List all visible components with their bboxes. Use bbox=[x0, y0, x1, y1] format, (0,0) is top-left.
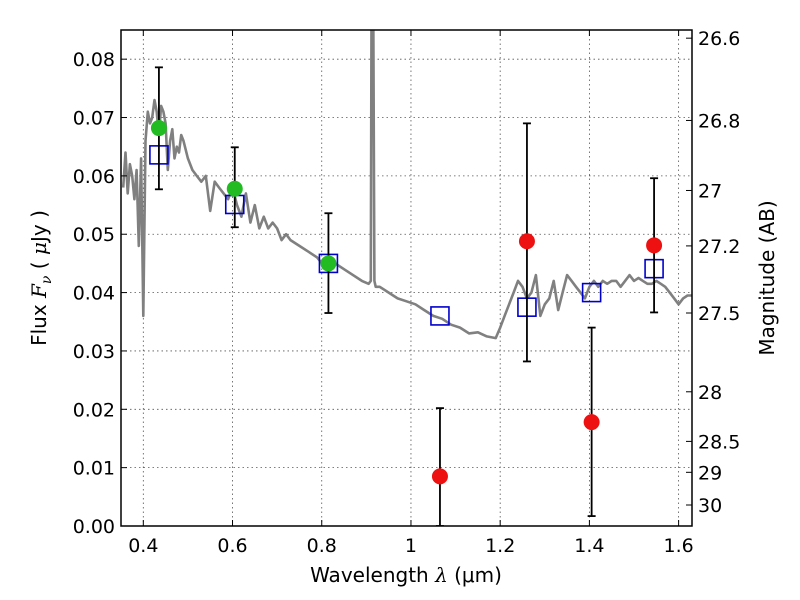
y-tick-label: 0.04 bbox=[73, 283, 115, 305]
observed-flux-point bbox=[431, 468, 448, 485]
plot-data bbox=[121, 30, 692, 526]
observed-flux-point bbox=[518, 233, 535, 250]
y-axis-title: Flux Fν ( μJy ) bbox=[27, 210, 55, 346]
y-tick-label: 0.03 bbox=[73, 341, 115, 363]
grid-lines bbox=[121, 30, 692, 526]
right-tick-label: 27 bbox=[698, 180, 722, 202]
observed-flux-point bbox=[150, 120, 167, 137]
x-tick-label: 1 bbox=[405, 535, 417, 557]
observed-flux-point bbox=[320, 255, 337, 272]
x-tick-label: 1.2 bbox=[485, 535, 515, 557]
y-tick-label: 0.06 bbox=[73, 166, 115, 188]
right-tick-label: 28 bbox=[698, 382, 722, 404]
right-axis-title: Magnitude (AB) bbox=[755, 200, 779, 355]
model-square-point bbox=[430, 306, 450, 326]
x-tick-label: 1.6 bbox=[664, 535, 694, 557]
x-tick-label: 0.4 bbox=[128, 535, 158, 557]
right-tick-label: 26.8 bbox=[698, 110, 740, 132]
right-tick-label: 28.5 bbox=[698, 431, 740, 453]
x-axis-title: Wavelength λ (μm) bbox=[310, 563, 502, 587]
y-tick-label: 0.08 bbox=[73, 49, 115, 71]
y-tick-label: 0.00 bbox=[73, 516, 115, 538]
x-tick-label: 0.6 bbox=[217, 535, 247, 557]
observed-flux-point bbox=[226, 180, 243, 197]
axis-ticks: 0.4 0.6 0.8 1 1.2 1.4 1.6 0.00 0.01 0.02 0.03 0.04 0… bbox=[73, 28, 741, 557]
x-tick-label: 0.8 bbox=[307, 535, 337, 557]
x-tick-label: 1.4 bbox=[574, 535, 604, 557]
y-tick-label: 0.07 bbox=[73, 108, 115, 130]
right-tick-label: 30 bbox=[698, 495, 722, 517]
y-tick-label: 0.05 bbox=[73, 224, 115, 246]
right-tick-label: 29 bbox=[698, 462, 722, 484]
model-square-point bbox=[581, 282, 602, 303]
plot-frame bbox=[120, 29, 693, 527]
y-tick-label: 0.02 bbox=[73, 399, 115, 421]
right-tick-label: 27.5 bbox=[698, 303, 740, 325]
clipped-data bbox=[121, 30, 692, 526]
right-tick-label: 27.2 bbox=[698, 236, 740, 258]
observed-flux-point bbox=[646, 237, 663, 254]
y-tick-label: 0.01 bbox=[73, 458, 115, 480]
observed-flux-point bbox=[583, 414, 600, 431]
right-tick-label: 26.6 bbox=[698, 28, 740, 50]
sed-model-line bbox=[121, 30, 692, 340]
